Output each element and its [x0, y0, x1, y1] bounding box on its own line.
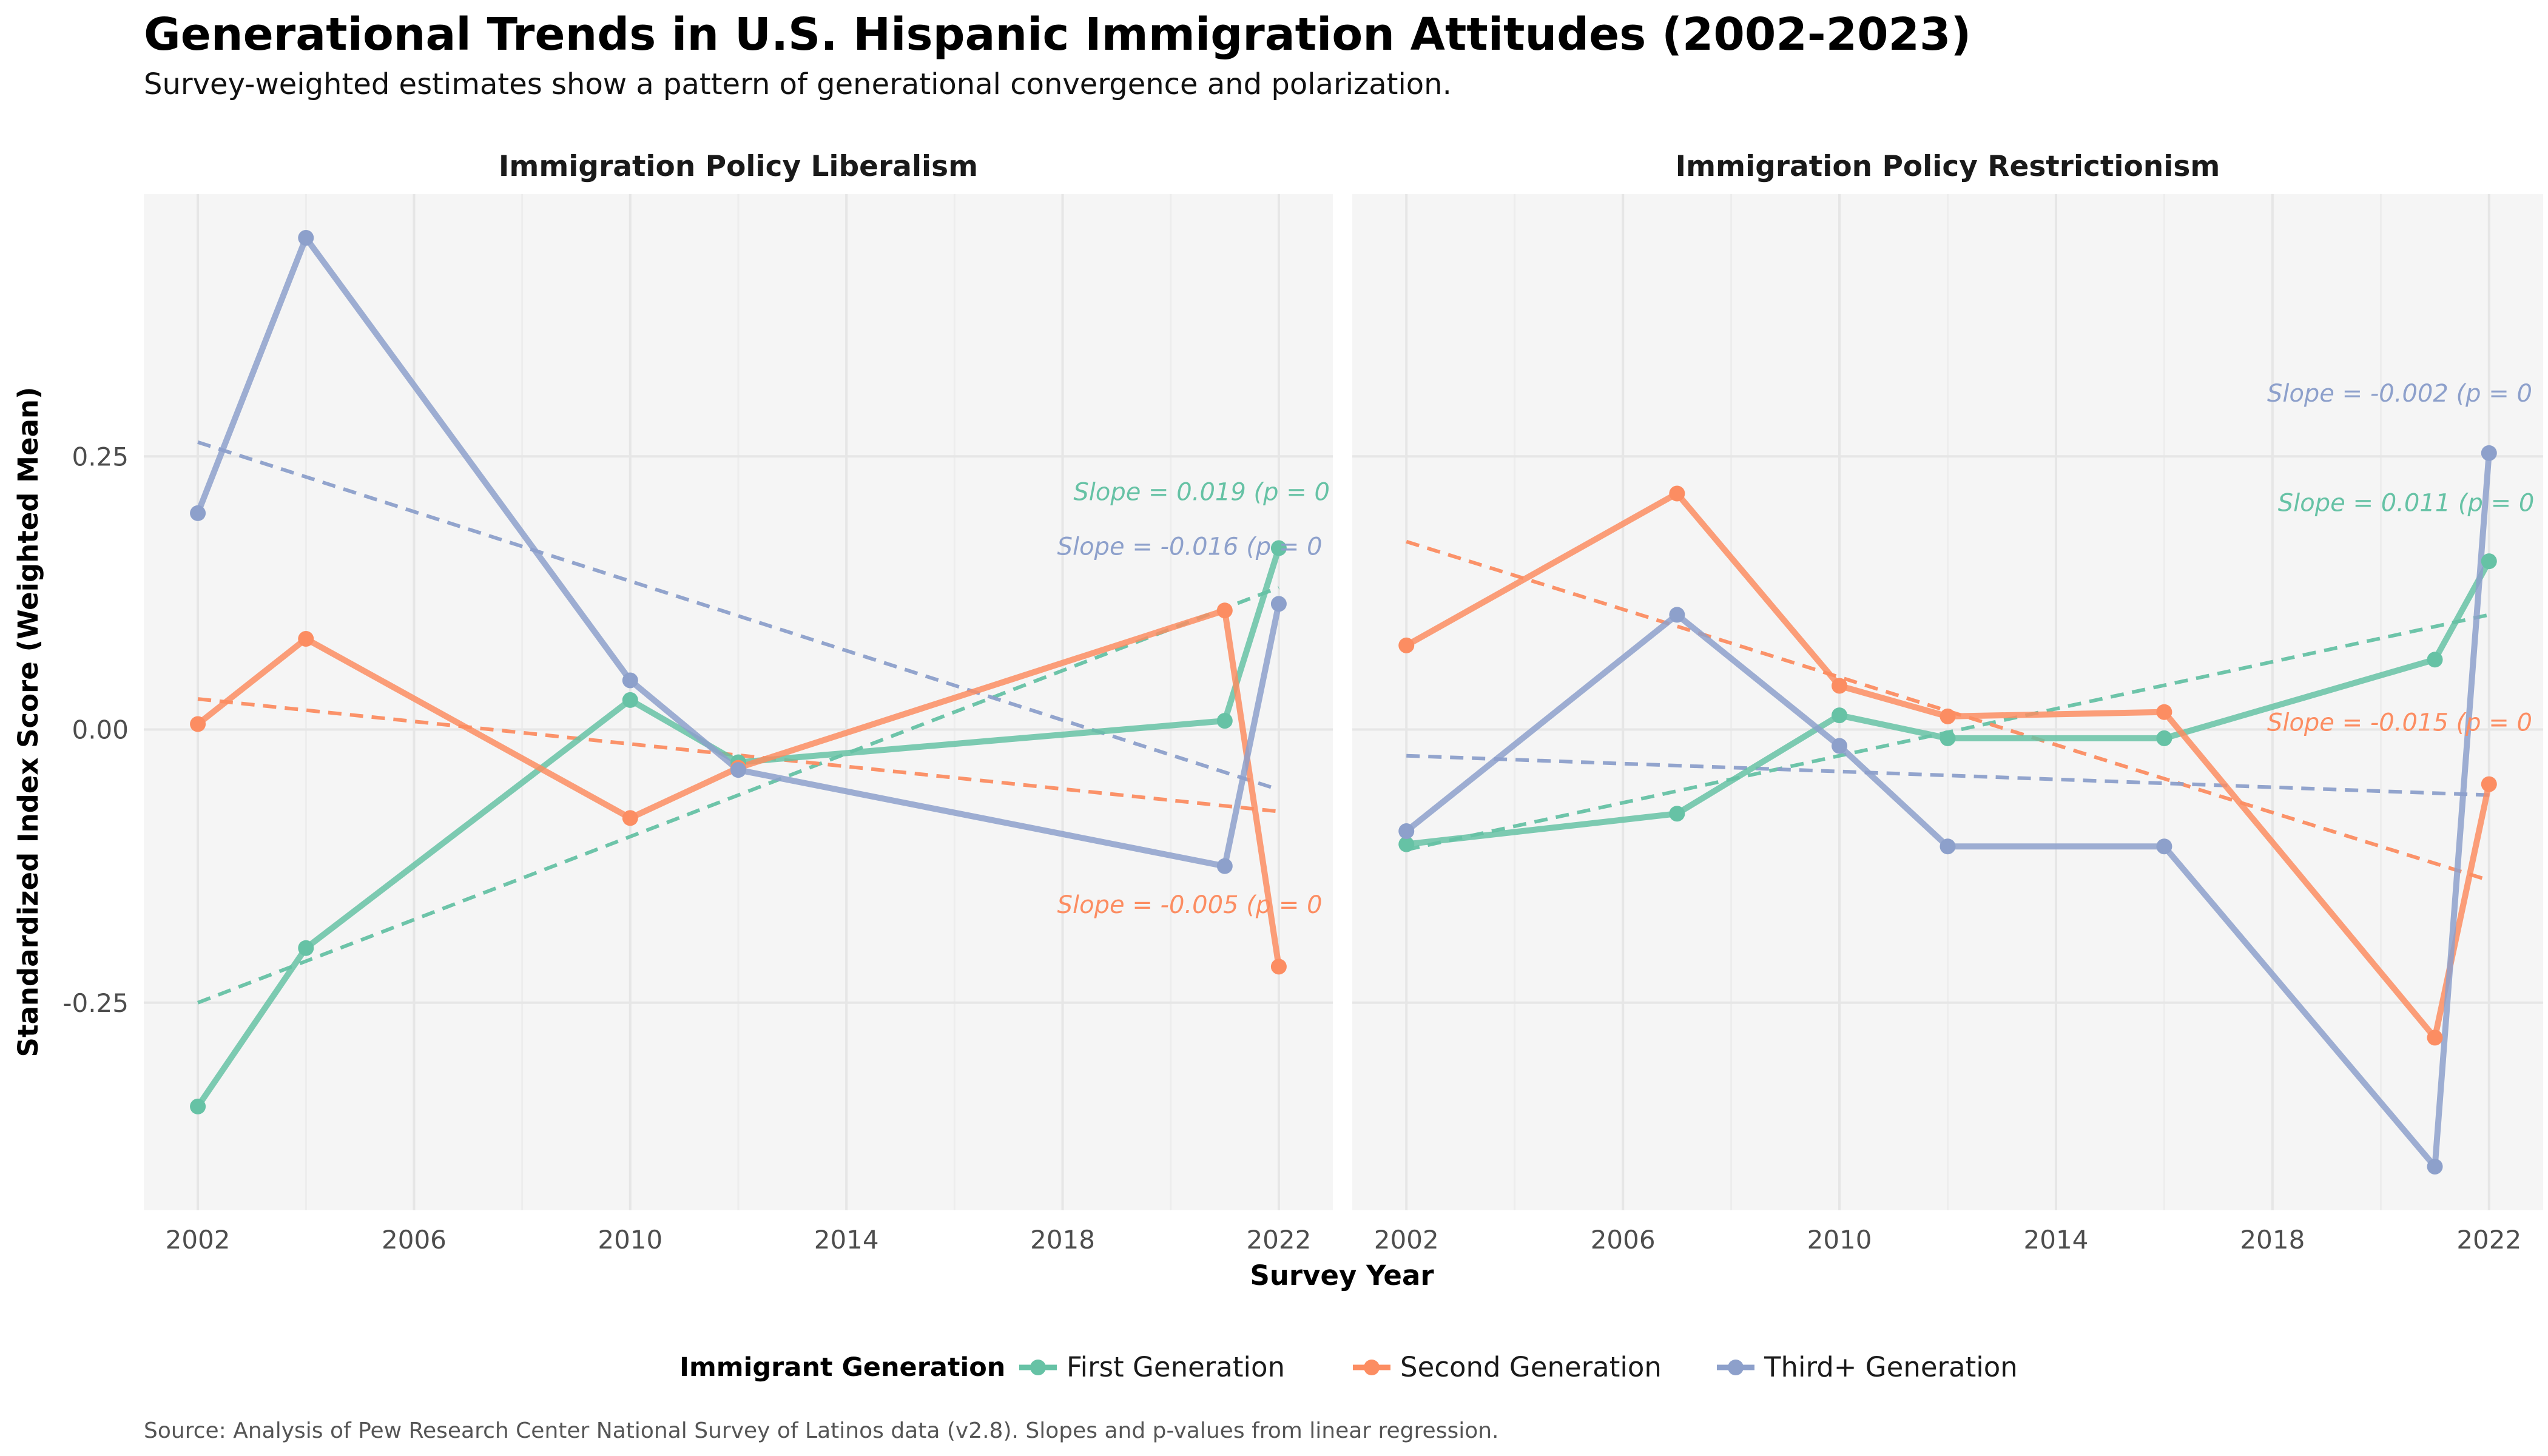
series-line-first-generation [195, 547, 1282, 1108]
x-tick-label: 2022 [1246, 1225, 1311, 1255]
legend-label: Third+ Generation [1764, 1351, 2018, 1383]
data-point-first-generation [1940, 730, 1956, 746]
data-point-first-generation [2481, 553, 2497, 570]
x-axis-label: Survey Year [1250, 1259, 1434, 1292]
data-point-third-generation [2156, 838, 2172, 855]
chart-title: Generational Trends in U.S. Hispanic Imm… [144, 8, 1971, 61]
data-point-first-generation [298, 940, 314, 956]
x-tick-label: 2002 [166, 1225, 231, 1255]
data-point-third-generation [622, 672, 638, 689]
plot-area: Slope = 0.011 (p = 0 Slope = -0.015 (p = … [1398, 380, 2534, 1175]
data-point-third-generation [730, 762, 746, 778]
x-tick-label: 2010 [598, 1225, 662, 1255]
series-line-third-generation [195, 235, 1282, 869]
legend-item-third-generation: Third+ Generation [1717, 1351, 2018, 1383]
trend-line-second-generation [197, 697, 1279, 814]
x-tick-label: 2018 [2240, 1225, 2305, 1255]
slope-annotation-first-generation: Slope = 0.011 (p = 0 [2278, 489, 2535, 517]
legend-key-point [1364, 1360, 1380, 1375]
data-point-second-generation [1270, 959, 1287, 975]
slope-annotation-first-generation: Slope = 0.019 (p = 0 [1073, 478, 1330, 506]
x-tick-label: 2010 [1807, 1225, 1872, 1255]
data-point-third-generation [1940, 838, 1956, 855]
data-point-second-generation [1832, 678, 1848, 694]
data-point-first-generation [622, 692, 638, 708]
panel-title: Immigration Policy Liberalism [499, 150, 978, 183]
x-tick-label: 2022 [2456, 1225, 2521, 1255]
data-point-third-generation [298, 230, 314, 246]
data-point-first-generation [1398, 836, 1415, 852]
x-tick-label: 2014 [2024, 1225, 2089, 1255]
panel-title: Immigration Policy Restrictionism [1676, 150, 2220, 183]
legend-label: Second Generation [1400, 1351, 1662, 1383]
x-tick-label: 2018 [1030, 1225, 1095, 1255]
data-point-third-generation [1832, 738, 1848, 754]
data-point-second-generation [298, 631, 314, 647]
y-tick-label: 0.25 [72, 442, 129, 471]
data-point-third-generation [1270, 596, 1287, 612]
panel-1: Slope = 0.019 (p = 0 Slope = -0.005 (p = … [62, 150, 1333, 1255]
data-point-third-generation [190, 505, 206, 521]
trend-line-first-generation [197, 585, 1279, 1005]
y-tick-label: -0.25 [62, 988, 129, 1018]
data-point-second-generation [2427, 1030, 2443, 1046]
legend-item-second-generation: Second Generation [1353, 1351, 1662, 1383]
data-point-first-generation [1669, 806, 1685, 822]
data-point-first-generation [1832, 707, 1848, 724]
x-tick-label: 2002 [1374, 1225, 1439, 1255]
slope-annotation-second-generation: Slope = -0.015 (p = 0 [2267, 709, 2532, 736]
data-point-second-generation [1398, 637, 1415, 653]
x-tick-label: 2006 [1591, 1225, 1656, 1255]
legend-key-point [1030, 1360, 1046, 1375]
data-point-second-generation [1669, 485, 1685, 502]
legend-key-point [1728, 1360, 1744, 1375]
data-point-third-generation [2427, 1158, 2443, 1175]
x-tick-label: 2006 [382, 1225, 447, 1255]
data-point-second-generation [1216, 602, 1233, 619]
legend-label: First Generation [1067, 1351, 1285, 1383]
legend-title: Immigrant Generation [679, 1352, 1005, 1383]
data-point-third-generation [1216, 858, 1233, 874]
plot-area: Slope = 0.019 (p = 0 Slope = -0.005 (p = … [190, 230, 1330, 1114]
series-line-second-generation [195, 607, 1282, 968]
chart-caption: Source: Analysis of Pew Research Center … [144, 1418, 1499, 1443]
data-point-third-generation [2481, 445, 2497, 461]
legend-item-first-generation: First Generation [1019, 1351, 1285, 1383]
y-tick-label: 0.00 [72, 715, 129, 745]
slope-annotation-second-generation: Slope = -0.005 (p = 0 [1057, 891, 1323, 919]
panel-2: Slope = 0.011 (p = 0 Slope = -0.015 (p = … [1352, 150, 2543, 1255]
data-point-first-generation [1270, 540, 1287, 556]
data-point-first-generation [190, 1098, 206, 1114]
legend: Immigrant Generation First Generation Sec… [679, 1351, 2018, 1383]
data-point-first-generation [2427, 652, 2443, 668]
data-point-first-generation [1216, 713, 1233, 729]
trend-line-second-generation [1406, 539, 2490, 882]
data-point-second-generation [190, 716, 206, 732]
data-point-second-generation [2481, 776, 2497, 792]
data-point-first-generation [2156, 730, 2172, 746]
chart-subtitle: Survey-weighted estimates show a pattern… [144, 67, 1452, 101]
trend-line-third-generation [1406, 753, 2489, 797]
data-point-second-generation [1940, 708, 1956, 724]
data-point-third-generation [1669, 607, 1685, 623]
chart-panels: Slope = 0.019 (p = 0 Slope = -0.005 (p = … [62, 150, 2543, 1255]
y-axis-label: Standardized Index Score (Weighted Mean) [12, 387, 44, 1057]
x-tick-label: 2014 [814, 1225, 879, 1255]
data-point-third-generation [1398, 823, 1415, 840]
data-point-second-generation [622, 810, 638, 826]
data-point-second-generation [2156, 704, 2172, 720]
slope-annotation-third-generation: Slope = -0.016 (p = 0 [1057, 533, 1323, 561]
slope-annotation-third-generation: Slope = -0.002 (p = 0 [2267, 380, 2532, 408]
